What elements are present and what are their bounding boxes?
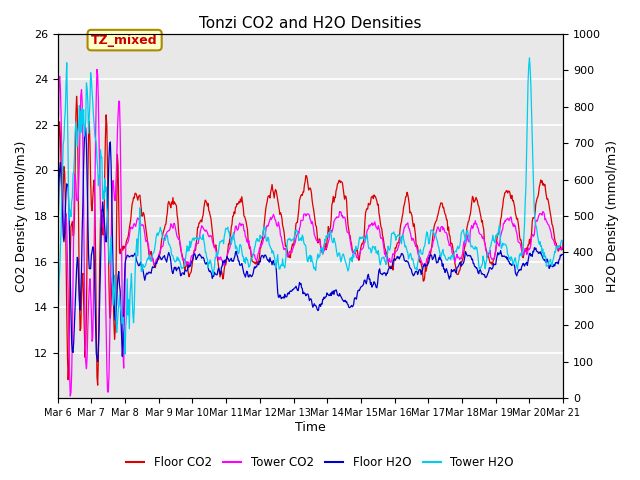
Floor CO2	[373, 198, 381, 204]
Tower H2O	[54, 311, 61, 317]
Tower H2O	[387, 238, 395, 243]
Tower CO2	[559, 240, 567, 246]
Floor CO2	[54, 211, 61, 217]
Tower CO2	[63, 224, 70, 229]
Tower CO2	[388, 259, 396, 265]
Floor H2O	[94, 359, 102, 364]
Tower H2O	[559, 238, 567, 244]
Floor H2O	[54, 234, 61, 240]
Title: Tonzi CO2 and H2O Densities: Tonzi CO2 and H2O Densities	[199, 16, 422, 31]
Tower H2O	[63, 60, 70, 66]
Floor H2O	[388, 265, 396, 271]
Floor H2O	[81, 123, 89, 129]
Tower CO2	[373, 225, 381, 231]
Floor CO2	[63, 307, 70, 312]
Tower H2O	[194, 235, 202, 240]
Tower CO2	[168, 223, 175, 228]
Floor CO2	[559, 239, 567, 245]
Floor CO2	[73, 94, 81, 99]
Floor CO2	[94, 382, 102, 388]
Tower CO2	[195, 240, 202, 246]
Legend: Floor CO2, Tower CO2, Floor H2O, Tower H2O: Floor CO2, Tower CO2, Floor H2O, Tower H…	[122, 452, 518, 474]
Y-axis label: CO2 Density (mmol/m3): CO2 Density (mmol/m3)	[15, 140, 28, 292]
Line: Floor CO2: Floor CO2	[58, 96, 563, 385]
Tower CO2	[54, 159, 61, 165]
Line: Tower CO2: Tower CO2	[58, 70, 563, 396]
Floor CO2	[116, 251, 124, 257]
Floor CO2	[388, 265, 396, 271]
Text: TZ_mixed: TZ_mixed	[92, 34, 158, 47]
Y-axis label: H2O Density (mmol/m3): H2O Density (mmol/m3)	[607, 140, 620, 292]
Tower H2O	[525, 55, 533, 60]
Floor H2O	[116, 288, 124, 294]
Floor H2O	[195, 252, 202, 258]
Floor H2O	[559, 252, 567, 257]
Tower CO2	[93, 67, 101, 72]
Tower H2O	[121, 351, 129, 357]
Floor H2O	[63, 181, 70, 187]
Floor H2O	[373, 285, 381, 291]
Line: Tower H2O: Tower H2O	[58, 58, 563, 354]
Tower H2O	[115, 303, 123, 309]
Floor H2O	[168, 265, 175, 271]
Tower CO2	[67, 393, 74, 399]
X-axis label: Time: Time	[295, 421, 326, 434]
Floor CO2	[195, 225, 202, 230]
Floor CO2	[168, 199, 175, 205]
Tower H2O	[167, 245, 175, 251]
Line: Floor H2O: Floor H2O	[58, 126, 563, 361]
Tower CO2	[116, 128, 124, 134]
Tower H2O	[372, 250, 380, 256]
